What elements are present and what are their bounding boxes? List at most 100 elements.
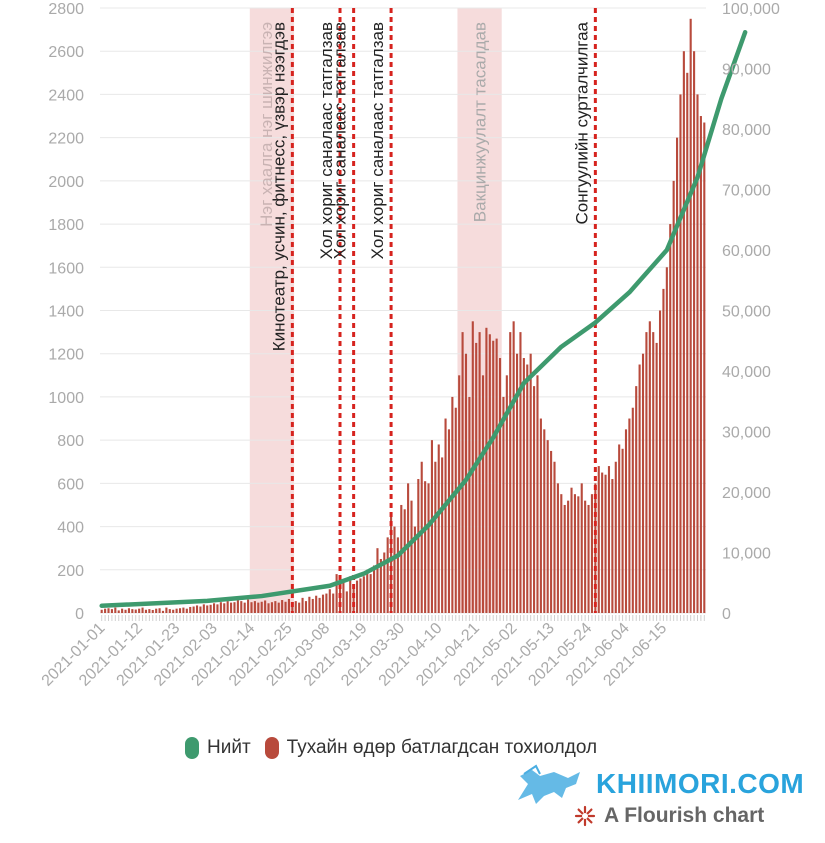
bar (369, 574, 372, 613)
bar (158, 608, 161, 613)
bar (567, 500, 570, 613)
bar (189, 606, 192, 613)
bar (155, 608, 158, 613)
bar (655, 342, 658, 613)
bar (485, 327, 488, 613)
bar (294, 601, 297, 613)
bar (641, 353, 645, 613)
legend: Нийт Тухайн өдөр батлагдсан тохиолдол (185, 737, 611, 759)
y-right-tick-label: 50,000 (722, 304, 771, 321)
bar (121, 608, 124, 613)
bar (430, 440, 433, 613)
y-right-tick-label: 80,000 (722, 122, 771, 139)
flourish-credit[interactable]: A Flourish chart (574, 804, 764, 828)
y-left-tick-label: 2400 (48, 87, 84, 104)
bar (379, 558, 382, 613)
bar (536, 375, 539, 613)
bar (475, 342, 478, 613)
bar (223, 603, 226, 613)
bar (114, 607, 117, 613)
bar (202, 604, 205, 613)
bar (304, 601, 308, 613)
flourish-credit-label: A Flourish chart (604, 804, 765, 827)
bar (321, 594, 325, 613)
bar (362, 576, 365, 613)
event-label-3: Хол хориг саналаас татгалзав (368, 22, 387, 259)
bar (250, 602, 253, 613)
legend-label-total: Нийт (207, 737, 251, 758)
bar (502, 396, 505, 613)
bar (481, 375, 485, 613)
bar (270, 602, 273, 613)
bar (648, 321, 651, 613)
legend-item-total[interactable]: Нийт (185, 737, 251, 759)
y-left-tick-label: 1600 (48, 260, 84, 277)
bar (342, 582, 345, 613)
bar (434, 461, 437, 613)
bar (621, 448, 624, 613)
event-label-4: Сонгуулийн сурталчилгаа (572, 21, 591, 224)
daily-cases-bars (100, 18, 706, 614)
bar (614, 461, 617, 613)
bar (686, 72, 689, 614)
y-left-tick-label: 2800 (48, 1, 84, 18)
y-left-tick-label: 600 (57, 476, 84, 493)
legend-item-daily[interactable]: Тухайн өдөр батлагдсан тохиолдол (264, 737, 598, 759)
bar (638, 364, 641, 613)
y-right-tick-label: 10,000 (722, 546, 771, 563)
bar (509, 332, 512, 613)
bar (454, 407, 457, 613)
bar (212, 603, 216, 613)
bar (539, 418, 542, 613)
y-left-tick-label: 2600 (48, 44, 84, 61)
legend-label-daily: Тухайн өдөр батлагдсан тохиолдол (286, 737, 598, 758)
bar (172, 609, 175, 613)
bar (390, 515, 393, 613)
bar (332, 593, 335, 613)
horse-logo-icon (518, 764, 580, 804)
bar (441, 457, 444, 613)
gridlines (100, 7, 706, 614)
event-lines (290, 8, 597, 613)
bar (216, 604, 219, 613)
bar (662, 288, 665, 613)
bar (168, 609, 171, 613)
bar (338, 587, 342, 613)
bar (355, 580, 359, 613)
bar (590, 494, 594, 613)
bar (693, 51, 696, 613)
bar (165, 607, 168, 613)
bar (284, 601, 287, 613)
bar (127, 608, 130, 613)
bar (573, 494, 576, 613)
bar (226, 601, 229, 613)
y-left-tick-label: 0 (75, 606, 84, 623)
y-right-tick-label: 90,000 (722, 62, 771, 79)
y-left-tick-label: 400 (57, 520, 84, 537)
bar (175, 608, 178, 613)
bar (468, 396, 471, 613)
bar (447, 429, 451, 613)
bar (335, 574, 338, 613)
bar (560, 494, 563, 613)
bar (628, 418, 631, 613)
bar (151, 609, 154, 613)
bar (199, 606, 202, 613)
bar (676, 137, 679, 613)
bar (144, 609, 148, 613)
bar (546, 440, 549, 613)
bar (689, 18, 692, 613)
bar (373, 565, 376, 613)
bar (267, 603, 270, 613)
bar (124, 609, 127, 613)
event-label-2: Хол хориг саналаас татгалзав (331, 22, 350, 259)
bar (349, 576, 352, 613)
bar (512, 321, 515, 613)
bar (383, 552, 386, 613)
bar (110, 609, 113, 613)
bar (451, 396, 454, 613)
bar (345, 591, 348, 613)
legend-swatch-daily (264, 737, 279, 759)
bar (206, 605, 209, 613)
bar (161, 610, 165, 613)
